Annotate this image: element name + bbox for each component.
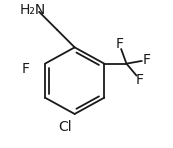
Text: Cl: Cl <box>58 120 72 134</box>
Text: F: F <box>21 62 30 76</box>
Text: F: F <box>115 37 123 51</box>
Text: F: F <box>136 73 144 87</box>
Text: F: F <box>143 53 151 67</box>
Text: H₂N: H₂N <box>19 3 45 17</box>
